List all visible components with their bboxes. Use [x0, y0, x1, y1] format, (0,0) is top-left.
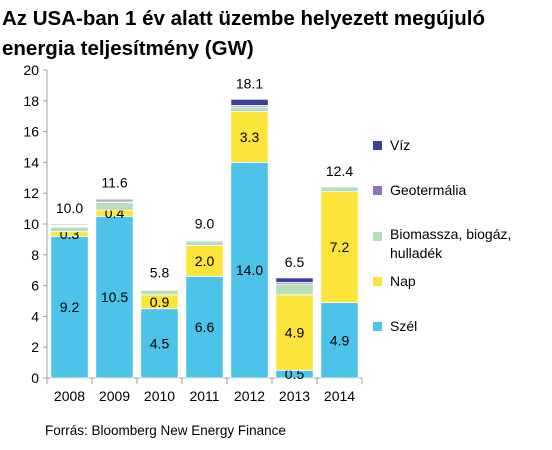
legend-label: Nap — [390, 273, 416, 289]
bar-total-label: 5.8 — [150, 265, 170, 281]
legend-swatch — [373, 277, 382, 286]
legend-label: Víz — [390, 137, 410, 153]
legend-swatch — [373, 186, 382, 195]
y-tick-label: 2 — [31, 339, 39, 355]
bar-segment — [320, 302, 359, 379]
bar-segment — [50, 235, 89, 379]
bar-segment — [140, 289, 179, 296]
bar-segment — [230, 106, 269, 112]
bar-segment-label: 14.0 — [236, 262, 263, 278]
y-axis: 0 2 4 6 8 10 12 14 16 18 20 — [23, 62, 48, 386]
bars-layer: 9.20.310.010.50.411.64.50.95.86.62.09.01… — [50, 75, 359, 382]
x-tick-label: 2012 — [234, 388, 265, 404]
legend-label: Biomassza, biogáz, hulladék — [390, 226, 511, 261]
y-tick-label: 18 — [23, 93, 39, 109]
bar-segment — [185, 240, 224, 246]
source-note: Forrás: Bloomberg New Energy Finance — [45, 423, 286, 438]
y-tick-label: 8 — [31, 247, 39, 263]
bar-segment — [320, 186, 359, 193]
legend-label: Szél — [390, 318, 417, 334]
bar-segment — [140, 288, 179, 290]
bar-segment — [95, 198, 134, 201]
x-tick-label: 2009 — [99, 388, 130, 404]
bar-segment — [185, 275, 224, 379]
bar-segment-label: 6.6 — [195, 319, 215, 335]
legend-swatch — [373, 232, 382, 241]
y-tick-label: 20 — [23, 62, 39, 78]
legend-label: Geotermália — [390, 182, 466, 198]
bar-segment — [275, 277, 314, 283]
x-axis: 2008 2009 2010 2011 2012 2013 2014 — [46, 377, 363, 404]
bar-total-label: 11.6 — [101, 175, 127, 191]
legend-swatch — [373, 322, 382, 331]
y-tick-label: 16 — [23, 124, 39, 140]
bar-segment-label: 9.2 — [60, 299, 80, 315]
x-tick-label: 2011 — [189, 388, 219, 404]
x-tick-label: 2010 — [144, 388, 175, 404]
bar-segment — [230, 98, 269, 106]
bar-segment — [185, 238, 224, 241]
bar-segment — [185, 245, 224, 277]
bar-segment-label: 0.9 — [150, 294, 170, 310]
y-tick-label: 6 — [31, 278, 39, 294]
bar-segment-label: 4.9 — [330, 332, 350, 348]
bar-segment — [95, 215, 134, 379]
legend: Víz Geotermália Biomassza, biogáz, hulladék… — [373, 137, 511, 334]
bar-segment — [275, 283, 314, 296]
x-tick-label: 2008 — [54, 388, 85, 404]
bar-segment — [95, 202, 134, 211]
y-tick-label: 14 — [23, 154, 39, 170]
bar-segment-label: 4.9 — [285, 325, 305, 341]
bar-total-label: 18.1 — [236, 75, 263, 91]
y-tick-label: 10 — [23, 216, 39, 232]
bar-segment-label: 2.0 — [195, 253, 215, 269]
y-tick-label: 0 — [31, 370, 39, 386]
y-tick-label: 4 — [31, 308, 39, 324]
bar-segment — [50, 223, 89, 226]
bar-total-label: 9.0 — [195, 215, 215, 231]
y-tick-label: 12 — [23, 185, 39, 201]
legend-swatch — [373, 141, 382, 150]
bar-segment-label: 7.2 — [330, 239, 350, 255]
bar-segment — [50, 226, 89, 233]
chart-title: Az USA-ban 1 év alatt üzembe helyezett m… — [2, 7, 485, 60]
bar-total-label: 10.0 — [56, 200, 83, 216]
bar-segment — [140, 308, 179, 379]
bar-segment — [230, 161, 269, 379]
bar-total-label: 6.5 — [285, 254, 305, 270]
bar-total-label: 12.4 — [326, 163, 353, 179]
bar-segment-label: 10.5 — [101, 289, 128, 305]
bar-segment — [230, 111, 269, 163]
bar-segment-label: 3.3 — [240, 129, 260, 145]
x-tick-label: 2014 — [324, 388, 355, 404]
x-tick-label: 2013 — [279, 388, 310, 404]
bar-segment — [275, 294, 314, 371]
bar-segment-label: 4.5 — [150, 335, 170, 351]
